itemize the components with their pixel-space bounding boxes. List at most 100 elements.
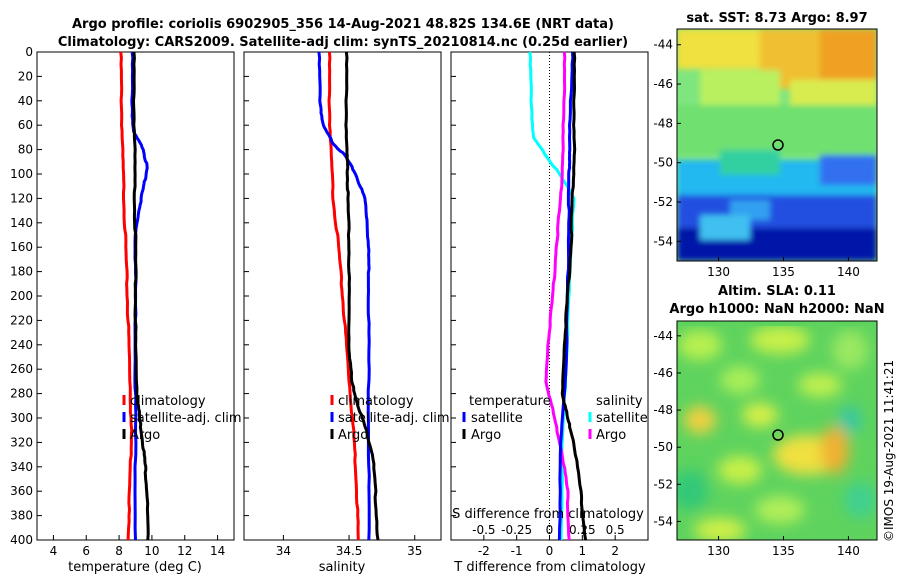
s-x-tick-label: 0.25 — [569, 523, 596, 537]
y-tick-label: 140 — [10, 216, 33, 230]
legend-label-climatology: climatology — [130, 394, 206, 409]
map-y-tick-label: -50 — [653, 440, 673, 454]
x-tick-label: 6 — [82, 544, 90, 558]
x-tick-label: 12 — [177, 544, 192, 558]
x-tick-label: 4 — [50, 544, 58, 558]
x-tick-label: 35 — [407, 544, 422, 558]
chart-title-line1: Argo profile: coriolis 6902905_356 14-Au… — [72, 17, 614, 32]
legend-label-climatology: climatology — [338, 394, 414, 409]
chart-title-line2: Climatology: CARS2009. Satellite-adj cli… — [58, 35, 628, 50]
sst-map-ticks: -44 -46 -48 -50 -52 -54 130 135 140 — [653, 38, 859, 279]
series-line-climatology — [119, 51, 134, 541]
s-x-tick-label: 0.5 — [606, 523, 625, 537]
legend-label-t-argo: Argo — [471, 428, 501, 443]
temperature-legend: climatology satellite-adj. clim Argo — [122, 394, 242, 443]
x-tick-label: -2 — [478, 544, 490, 558]
salinity-legend: climatology satellite-adj. clim Argo — [330, 394, 450, 443]
map-x-tick-label: 130 — [707, 265, 730, 279]
y-tick-label: 300 — [10, 411, 33, 425]
y-tick-label: 200 — [10, 289, 33, 303]
y-tick-label: 220 — [10, 313, 33, 327]
map-y-tick-label: -54 — [653, 514, 673, 528]
y-tick-label: 400 — [10, 533, 33, 547]
x-tick-label: 0 — [546, 544, 554, 558]
map-y-tick-label: -46 — [653, 366, 673, 380]
map-y-tick-label: -50 — [653, 156, 673, 170]
series-line-salinity-argo — [544, 51, 571, 541]
difference-s-xlabel: S difference from climatology — [452, 507, 644, 522]
series-line-temperature-argo — [560, 51, 588, 541]
difference-xlabel: T difference from climatology — [453, 560, 646, 575]
map-y-tick-label: -44 — [653, 38, 673, 52]
y-tick-label: 120 — [10, 191, 33, 205]
map-y-tick-label: -48 — [653, 403, 673, 417]
legend-label-satellite: satellite-adj. clim — [338, 411, 450, 426]
x-tick-label: 34 — [276, 544, 291, 558]
y-tick-label: 340 — [10, 460, 33, 474]
y-tick-label: 180 — [10, 265, 33, 279]
s-x-tick-label: -0.5 — [472, 523, 495, 537]
sla-map-frame — [676, 320, 878, 541]
y-tick-label: 80 — [18, 143, 33, 157]
sla-argo-location-marker — [772, 429, 784, 441]
map-x-tick-label: 140 — [837, 265, 860, 279]
map-y-tick-label: -46 — [653, 77, 673, 91]
series-line-argo — [344, 51, 380, 541]
y-tick-label: 360 — [10, 484, 33, 498]
sla-map-ticks: -44 -46 -48 -50 -52 -54 130 135 140 — [653, 329, 859, 558]
map-x-tick-label: 135 — [772, 544, 795, 558]
legend-label-argo: Argo — [338, 428, 368, 443]
salinity-xlabel: salinity — [319, 560, 366, 575]
map-x-tick-label: 130 — [707, 544, 730, 558]
series-line-temperature-satellite — [557, 51, 575, 541]
y-tick-label: 40 — [18, 94, 33, 108]
y-tick-label: 20 — [18, 69, 33, 83]
series-line-satellite-adj-clim — [317, 51, 371, 541]
legend-label-s-argo: Argo — [596, 428, 626, 443]
legend-label-satellite: satellite-adj. clim — [130, 411, 242, 426]
y-tick-label: 280 — [10, 387, 33, 401]
x-tick-label: -1 — [511, 544, 523, 558]
y-tick-label: 160 — [10, 240, 33, 254]
map-y-tick-label: -52 — [653, 477, 673, 491]
legend-label-argo: Argo — [130, 428, 160, 443]
sst-map-title: sat. SST: 8.73 Argo: 8.97 — [686, 11, 867, 26]
map-y-tick-label: -52 — [653, 195, 673, 209]
sst-map-frame — [676, 28, 878, 262]
x-tick-label: 34.5 — [336, 544, 363, 558]
y-tick-label: 100 — [10, 167, 33, 181]
temperature-xlabel: temperature (deg C) — [68, 560, 202, 575]
profile-curves — [119, 51, 588, 541]
y-tick-label: 60 — [18, 118, 33, 132]
sla-map-title-line1: Altim. SLA: 0.11 — [718, 284, 836, 299]
axis-ticks: 0204060801001201401601802002202402602803… — [10, 45, 625, 558]
y-tick-label: 320 — [10, 435, 33, 449]
y-tick-label: 260 — [10, 362, 33, 376]
y-tick-label: 240 — [10, 338, 33, 352]
x-tick-label: 10 — [144, 544, 159, 558]
legend-title-temperature: temperature — [469, 394, 551, 409]
y-tick-label: 0 — [25, 45, 33, 59]
y-tick-label: 380 — [10, 509, 33, 523]
map-x-tick-label: 140 — [837, 544, 860, 558]
x-tick-label: 8 — [115, 544, 123, 558]
sla-map-image — [677, 321, 877, 540]
legend-title-salinity: salinity — [596, 394, 643, 409]
difference-legend: temperature salinity satellite Argo sate… — [462, 394, 648, 443]
sla-map-title-line2: Argo h1000: NaN h2000: NaN — [669, 302, 884, 317]
x-tick-label: 14 — [210, 544, 225, 558]
imos-credit: ©IMOS 19-Aug-2021 11:41:21 — [882, 360, 896, 542]
map-y-tick-label: -48 — [653, 116, 673, 130]
map-y-tick-label: -44 — [653, 329, 673, 343]
sst-map-image — [677, 29, 877, 261]
map-x-tick-label: 135 — [772, 265, 795, 279]
legend-label-t-satellite: satellite — [471, 411, 523, 426]
s-x-tick-label: -0.25 — [501, 523, 532, 537]
s-x-tick-label: 0 — [546, 523, 554, 537]
x-tick-label: 2 — [611, 544, 619, 558]
series-line-climatology — [327, 51, 360, 541]
legend-label-s-satellite: satellite — [596, 411, 648, 426]
x-tick-label: 1 — [579, 544, 587, 558]
map-y-tick-label: -54 — [653, 234, 673, 248]
